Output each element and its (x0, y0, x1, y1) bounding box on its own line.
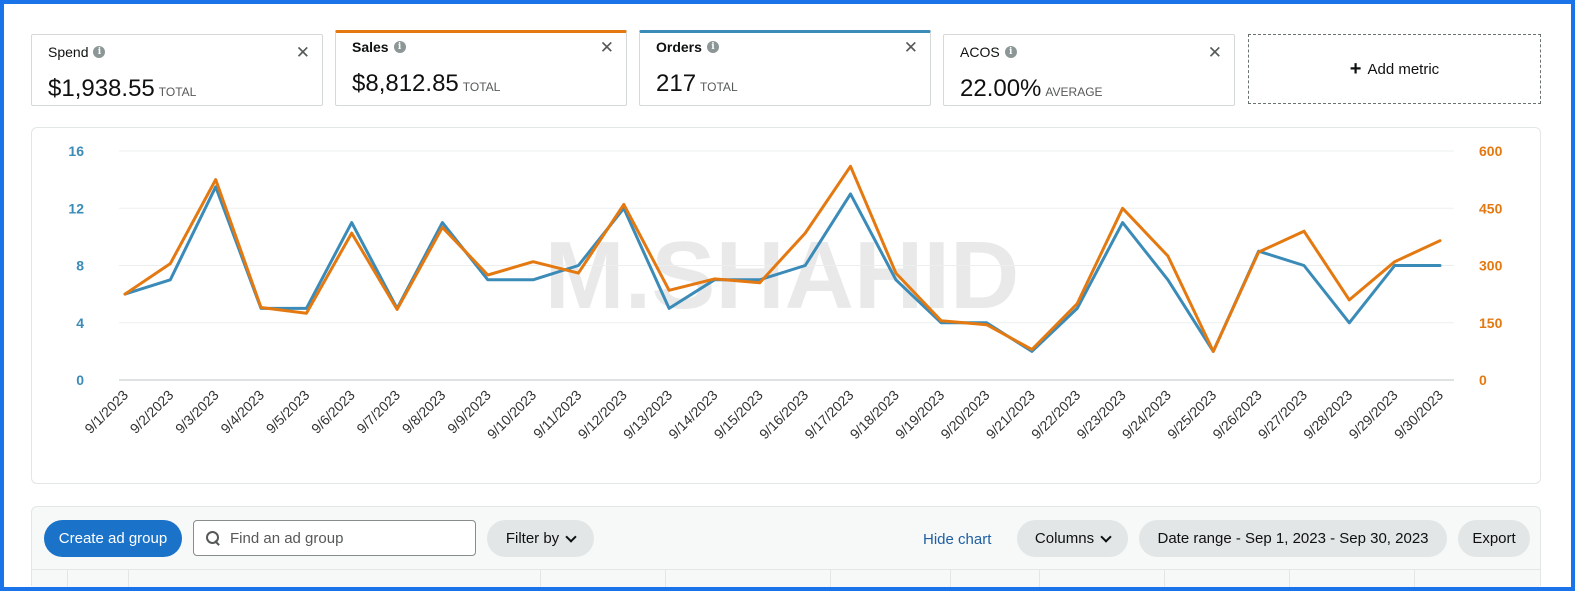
date-range-label: Date range - Sep 1, 2023 - Sep 30, 2023 (1157, 530, 1429, 547)
filter-by-button[interactable]: Filter by (487, 520, 594, 557)
metric-label: Sales (352, 39, 389, 55)
metric-label: Spend (48, 44, 89, 60)
x-tick-label: 9/1/2023 (81, 387, 131, 437)
metric-amount: $1,938.55 (48, 75, 155, 102)
plus-icon: + (1349, 58, 1362, 80)
column-divider (1289, 570, 1290, 588)
chevron-down-icon (1100, 530, 1112, 543)
metric-name: ACOS i (960, 44, 1017, 60)
close-icon[interactable]: ✕ (903, 38, 918, 57)
metric-label: Orders (656, 39, 702, 55)
watermark-text: M.SHAHID (545, 222, 1020, 329)
y-right-tick-label: 300 (1479, 258, 1503, 274)
hide-chart-link[interactable]: Hide chart (923, 531, 992, 548)
metric-suffix: AVERAGE (1045, 85, 1103, 99)
columns-label: Columns (1034, 530, 1095, 547)
metric-amount: 217 (656, 70, 697, 97)
metric-value: 22.00% AVERAGE (960, 75, 1103, 103)
column-divider (128, 570, 129, 588)
x-tick-label: 9/5/2023 (263, 387, 313, 437)
metric-amount: 22.00% (960, 75, 1042, 102)
close-icon[interactable]: ✕ (1207, 43, 1222, 62)
x-tick-label: 9/10/2023 (484, 387, 540, 443)
create-ad-group-button[interactable]: Create ad group (44, 520, 182, 557)
x-tick-label: 9/7/2023 (353, 387, 403, 437)
metric-value: $1,938.55 TOTAL (48, 75, 196, 103)
chart-panel: M.SHAHID 16 600 12 450 8 300 4 150 0 0 9/1/2023 9/2/… (31, 127, 1541, 484)
metric-cards: Spend i ✕ $1,938.55 TOTAL Sales i ✕ $8,81… (31, 30, 1541, 106)
info-icon[interactable]: i (393, 41, 406, 53)
metric-value: 217 TOTAL (656, 70, 738, 98)
search-box[interactable] (193, 520, 476, 556)
metric-card-spend[interactable]: Spend i ✕ $1,938.55 TOTAL (31, 34, 323, 106)
x-tick-label: 9/30/2023 (1391, 387, 1447, 443)
y-left-tick-label: 16 (68, 143, 84, 159)
metric-card-orders[interactable]: Orders i ✕ 217 TOTAL (639, 30, 931, 106)
y-right-tick-label: 150 (1479, 315, 1503, 331)
metric-amount: $8,812.85 (352, 70, 459, 97)
metric-card-sales[interactable]: Sales i ✕ $8,812.85 TOTAL (335, 30, 627, 106)
column-divider (1414, 570, 1415, 588)
y-right-tick-label: 600 (1479, 143, 1503, 159)
info-icon[interactable]: i (706, 41, 719, 53)
x-tick-label: 9/6/2023 (308, 387, 358, 437)
columns-button[interactable]: Columns (1017, 520, 1128, 557)
add-metric-button[interactable]: + Add metric (1248, 34, 1541, 104)
column-divider (540, 570, 541, 588)
export-button[interactable]: Export (1458, 520, 1530, 557)
x-tick-label: 9/2/2023 (127, 387, 177, 437)
close-icon[interactable]: ✕ (295, 43, 310, 62)
x-tick-label: 9/3/2023 (172, 387, 222, 437)
metric-name: Orders i (656, 39, 719, 55)
y-right-tick-label: 0 (1479, 372, 1487, 388)
metric-name: Sales i (352, 39, 406, 55)
search-input[interactable] (230, 529, 470, 547)
metric-suffix: TOTAL (158, 85, 197, 99)
metric-value: $8,812.85 TOTAL (352, 70, 500, 98)
add-metric-label: Add metric (1367, 60, 1440, 78)
ad-group-toolbar: Create ad group Filter by Hide chart Col… (31, 506, 1541, 588)
metric-card-acos[interactable]: ACOS i ✕ 22.00% AVERAGE (943, 34, 1235, 106)
column-divider (665, 570, 666, 588)
close-icon[interactable]: ✕ (599, 38, 614, 57)
metric-suffix: TOTAL (462, 80, 501, 94)
column-divider (1039, 570, 1040, 588)
y-right-tick-label: 450 (1479, 200, 1503, 216)
column-divider (1164, 570, 1165, 588)
y-left-tick-label: 0 (76, 372, 84, 388)
y-left-tick-label: 12 (68, 200, 84, 216)
column-divider (950, 570, 951, 588)
sales-series-line (123, 164, 1442, 353)
export-label: Export (1472, 530, 1516, 547)
x-tick-label: 9/8/2023 (399, 387, 449, 437)
metric-label: ACOS (960, 44, 1000, 60)
x-tick-label: 9/4/2023 (217, 387, 267, 437)
y-left-tick-label: 4 (76, 315, 84, 331)
y-left-tick-label: 8 (76, 258, 84, 274)
column-divider (830, 570, 831, 588)
metric-suffix: TOTAL (700, 80, 738, 94)
info-icon[interactable]: i (93, 46, 106, 58)
table-header-strip (32, 569, 1540, 588)
search-icon (206, 530, 221, 546)
date-range-button[interactable]: Date range - Sep 1, 2023 - Sep 30, 2023 (1139, 520, 1447, 557)
metric-name: Spend i (48, 44, 106, 60)
column-divider (67, 570, 68, 588)
chevron-down-icon (565, 530, 577, 543)
filter-by-label: Filter by (505, 530, 560, 547)
info-icon[interactable]: i (1004, 46, 1017, 58)
